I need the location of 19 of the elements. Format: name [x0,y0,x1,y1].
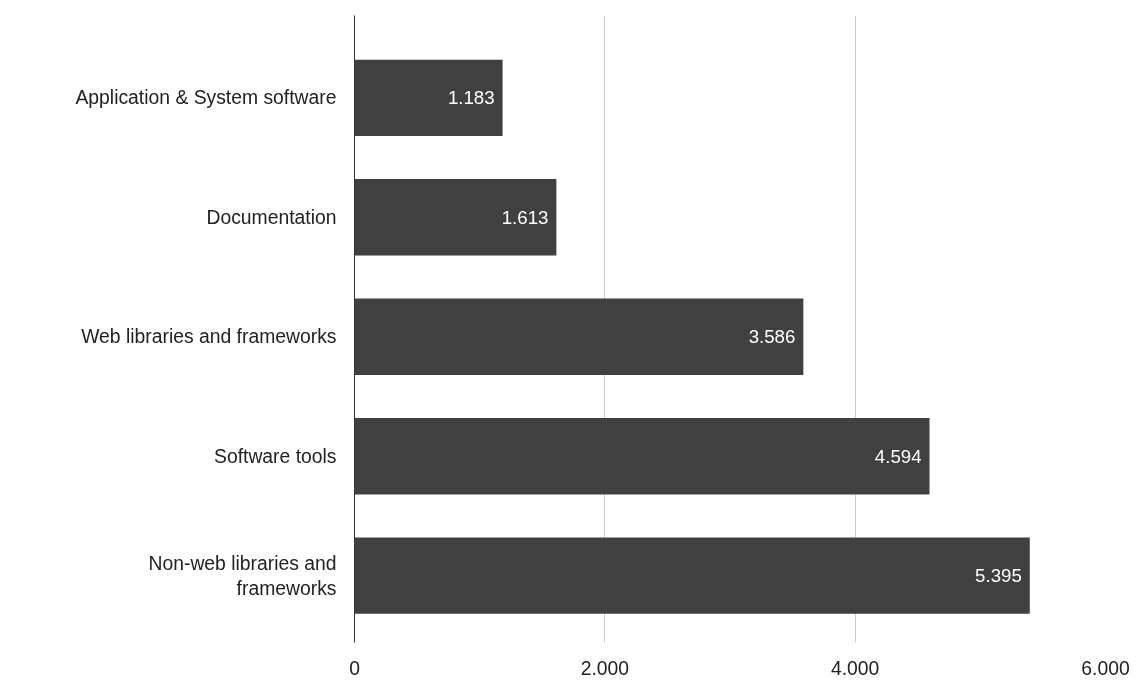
bar [354,537,1030,614]
data-label: 5.395 [975,565,1022,587]
x-tick-label: 6.000 [1081,657,1130,679]
y-tick-label: Application & System software [75,87,337,109]
bar [354,298,804,375]
data-label: 1.183 [447,87,495,109]
data-label: 4.594 [874,445,922,467]
y-tick-label: Documentation [206,206,337,228]
bar [354,179,557,256]
y-tick-label: Software tools [214,445,337,467]
x-tick-label: 4.000 [830,657,880,679]
x-tick-label: 2.000 [580,657,630,679]
y-tick-label: Non-web libraries and frameworks [148,552,337,599]
bar [354,417,930,495]
y-tick-label: Web libraries and frameworks [81,326,337,348]
data-label: 1.613 [501,206,549,228]
bar [354,59,503,137]
x-tick-label: 0 [349,657,360,679]
data-label: 3.586 [748,326,796,348]
